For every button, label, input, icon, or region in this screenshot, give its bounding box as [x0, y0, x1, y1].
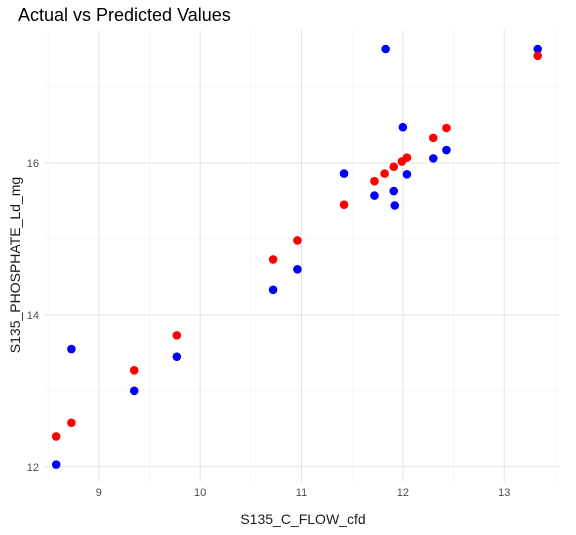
data-point: [428, 154, 438, 163]
x-tick-label: 10: [194, 487, 206, 499]
data-point: [389, 162, 399, 172]
data-point: [67, 344, 76, 354]
data-point: [381, 44, 390, 54]
data-point: [533, 51, 542, 61]
data-point: [370, 191, 379, 200]
data-point: [51, 432, 61, 441]
x-tick-label: 9: [96, 487, 102, 499]
x-axis-title: S135_C_FLOW_cfd: [240, 511, 365, 527]
grid-lines: [43, 30, 560, 482]
data-point: [172, 352, 182, 361]
data-point: [293, 236, 302, 245]
x-tick-label: 11: [296, 487, 307, 499]
data-point: [339, 169, 349, 178]
x-tick-label: 13: [498, 487, 510, 499]
data-point: [380, 169, 389, 178]
data-point: [402, 170, 412, 179]
data-point: [398, 122, 408, 132]
data-point: [533, 44, 542, 54]
data-point: [129, 386, 139, 396]
data-point: [442, 123, 451, 133]
x-tick-label: 12: [397, 487, 409, 499]
data-point: [389, 186, 399, 196]
data-point: [129, 366, 139, 375]
data-point: [268, 285, 278, 295]
data-point: [370, 176, 379, 186]
y-axis-title: S135_PHOSPHATE_Ld_mg: [7, 177, 23, 353]
data-point: [442, 145, 451, 155]
data-point: [67, 418, 76, 428]
data-point: [293, 264, 302, 274]
y-tick-label: 14: [27, 310, 39, 322]
data-point: [268, 255, 278, 264]
data-point: [390, 201, 400, 210]
data-point: [172, 331, 182, 340]
y-tick-label: 16: [27, 158, 39, 170]
data-point: [428, 133, 438, 143]
axis-ticks: 9 10 11 12 13 12 14 16: [27, 158, 511, 499]
data-point: [51, 460, 61, 469]
y-tick-label: 12: [27, 462, 39, 474]
chart-title: Actual vs Predicted Values: [18, 5, 231, 25]
data-points: [51, 44, 542, 469]
data-point: [339, 200, 349, 210]
data-point: [402, 153, 412, 162]
